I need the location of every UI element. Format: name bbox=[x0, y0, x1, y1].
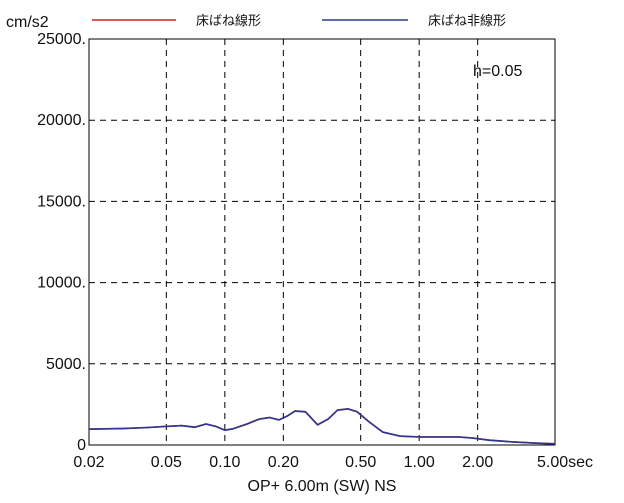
plot-area-frame bbox=[88, 38, 556, 446]
y-tick-label: 25000. bbox=[37, 31, 86, 48]
y-tick-label: 5000. bbox=[46, 356, 86, 373]
legend-label-linear: 床ばね線形 bbox=[196, 13, 261, 28]
series-lines bbox=[88, 408, 556, 445]
x-tick-label: 0.20 bbox=[268, 454, 299, 471]
grid-lines bbox=[89, 39, 555, 445]
x-axis-title: OP+ 6.00m (SW) NS bbox=[248, 478, 397, 495]
legend-label-nonlinear: 床ばね非線形 bbox=[428, 13, 506, 28]
y-tick-label: 15000. bbox=[37, 193, 86, 210]
y-axis-ticks: 0 5000. 10000. 15000. 20000. 25000. bbox=[37, 31, 86, 454]
y-axis-unit-label: cm/s2 bbox=[6, 14, 49, 31]
y-tick-label: 10000. bbox=[37, 275, 86, 292]
x-axis-ticks: 0.02 0.05 0.10 0.20 0.50 1.00 2.00 5.00sec bbox=[73, 454, 593, 471]
x-tick-label: 0.02 bbox=[73, 454, 104, 471]
y-tick-label: 20000. bbox=[37, 112, 86, 129]
series-line-nonlinear bbox=[88, 408, 556, 445]
x-tick-label: 0.10 bbox=[209, 454, 240, 471]
y-tick-label: 0 bbox=[77, 437, 86, 454]
x-tick-label: 0.50 bbox=[345, 454, 376, 471]
x-tick-label: 0.05 bbox=[151, 454, 182, 471]
legend: 床ばね線形 床ばね非線形 bbox=[92, 13, 506, 28]
x-tick-label: 1.00 bbox=[404, 454, 435, 471]
x-tick-label: 5.00sec bbox=[537, 454, 593, 471]
x-tick-label: 2.00 bbox=[462, 454, 493, 471]
damping-annotation: h=0.05 bbox=[473, 63, 522, 80]
